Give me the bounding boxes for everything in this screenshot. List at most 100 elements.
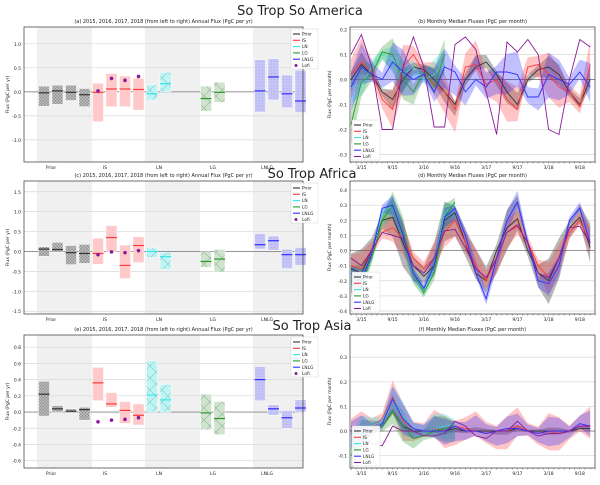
x-tick-label: 9/16 — [450, 165, 460, 171]
x-tick-label: 9/18 — [575, 471, 585, 477]
lofi-point — [96, 252, 100, 257]
plot-area — [350, 27, 595, 162]
legend-label: LN — [363, 287, 369, 293]
y-tick-label: -0.4 — [338, 309, 347, 315]
x-tick-label: 3/15 — [356, 165, 366, 171]
legend-label: Prior — [302, 186, 312, 192]
y-tick-label: -0.6 — [12, 459, 21, 465]
y-tick-label: 0.0 — [14, 90, 21, 96]
x-tick-label: 3/16 — [419, 471, 429, 477]
x-tick-label: LNLG — [261, 317, 273, 323]
y-tick-label: 0.4 — [14, 378, 21, 384]
lofi-point — [136, 248, 141, 253]
y-tick-label: 1.0 — [14, 42, 21, 48]
group-shade — [145, 181, 200, 314]
y-tick-label: -0.2 — [338, 279, 347, 285]
y-tick-label: -0.2 — [338, 128, 347, 134]
range-bar-lnlg — [254, 366, 266, 401]
uncertainty-band-lg — [351, 38, 445, 145]
range-bar-is — [92, 238, 104, 265]
range-bar-ln — [146, 247, 158, 258]
range-bar-lnlg — [294, 247, 307, 266]
legend-label: LG — [363, 142, 369, 148]
series-line-lg — [350, 201, 456, 294]
uncertainty-band-ln — [351, 46, 445, 103]
legend-label: LG — [302, 205, 308, 211]
uncertainty-band-is — [351, 210, 591, 295]
legend-label: IS — [363, 435, 367, 441]
legend-label: LN — [363, 135, 369, 141]
range-bar-lg — [200, 251, 212, 268]
x-tick-label: LNLG — [261, 165, 273, 171]
panel-title: (c) 2015, 2016, 2017, 2018 (from left to… — [74, 173, 252, 179]
legend-marker-lofi — [294, 218, 298, 221]
range-bar-lnlg — [294, 69, 307, 113]
x-tick-label: 3/15 — [356, 471, 366, 477]
x-tick-label: LG — [210, 317, 217, 323]
x-tick-label: LN — [156, 317, 162, 323]
range-bar-lnlg — [254, 59, 266, 113]
x-tick-label: IS — [103, 471, 107, 477]
legend-marker-lofi — [294, 372, 298, 375]
y-tick-label: -0.5 — [12, 114, 21, 120]
x-tick-label: LN — [156, 471, 162, 477]
lofi-point — [109, 418, 114, 422]
legend-box — [351, 425, 381, 467]
legend-label: Lofi — [302, 217, 310, 223]
y-tick-label: -1.0 — [12, 289, 21, 295]
uncertainty-band-ln — [351, 386, 455, 460]
series-line-lofi — [350, 420, 591, 447]
range-bar-is — [105, 73, 118, 108]
panel-e: -0.6 -0.4 -0.2 0.0 0.2 0.4 0.6 0.8 (e) 2015, 201… — [5, 327, 319, 477]
range-bar-lnlg — [267, 58, 280, 101]
range-bar-prior — [51, 242, 64, 253]
legend-label: IS — [363, 129, 367, 135]
legend-label: LNLG — [302, 57, 313, 63]
legend-label: IS — [302, 38, 306, 44]
range-bar-is — [92, 367, 104, 401]
uncertainty-band-lg — [351, 398, 455, 472]
y-tick-label: -0.5 — [12, 269, 21, 275]
legend-box — [290, 182, 319, 224]
x-tick-label: Prior — [46, 471, 56, 477]
x-tick-label: 3/16 — [419, 317, 429, 323]
x-tick-label: 9/18 — [575, 317, 585, 323]
legend-label: Lofi — [302, 63, 310, 69]
axes-frame — [23, 180, 304, 315]
y-tick-label: 0.2 — [14, 394, 21, 400]
series-line-prior — [350, 61, 591, 106]
lofi-point — [136, 74, 141, 79]
range-bar-prior — [65, 245, 77, 265]
range-bar-prior — [51, 84, 64, 105]
panel-c: -1.5 -1.0 -0.5 0.0 0.5 1.0 1.5 (c) 2015, 2016, … — [5, 173, 319, 323]
panel-title: (f) Monthly Median Fluxes (PgC per month… — [419, 327, 526, 333]
panel-title: (b) Monthly Median Fluxes (PgC per month… — [418, 19, 527, 25]
x-tick-label: 3/18 — [544, 317, 554, 323]
x-tick-label: 3/15 — [356, 317, 366, 323]
x-tick-label: 3/17 — [481, 165, 491, 171]
y-tick-label: 0.0 — [340, 78, 347, 84]
range-bar-ln — [146, 84, 158, 101]
range-bar-lg — [213, 249, 226, 273]
range-bar-is — [105, 392, 118, 408]
range-bar-lnlg — [254, 233, 266, 250]
range-bar-is — [132, 403, 145, 426]
legend-label: IS — [302, 192, 306, 198]
region-title-south-america: So Trop So America — [237, 4, 363, 19]
range-bar-lnlg — [294, 399, 307, 413]
legend-label: LNLG — [302, 211, 313, 217]
y-axis-label: Flux (PgC per yr) — [5, 75, 11, 113]
y-tick-label: 0.1 — [340, 233, 347, 239]
series-line-ln — [350, 398, 456, 444]
axes-frame — [23, 26, 304, 163]
uncertainty-band-prior — [351, 195, 591, 305]
y-tick-label: 1.0 — [14, 210, 21, 216]
y-tick-label: 0.3 — [340, 203, 347, 209]
range-bar-prior — [78, 406, 91, 421]
lofi-point — [136, 415, 141, 420]
